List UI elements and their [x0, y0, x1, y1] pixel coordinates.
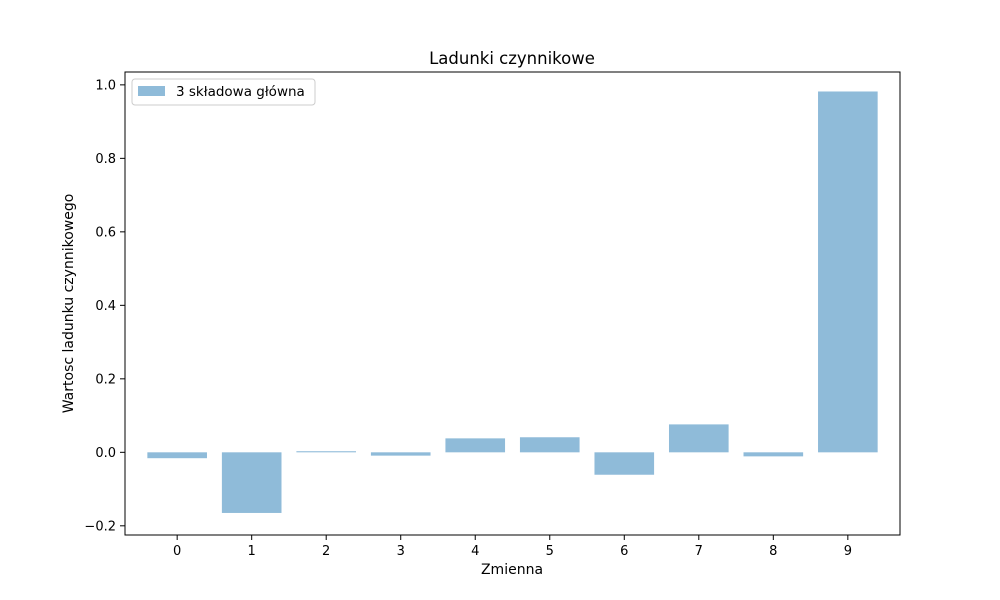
x-tick-label: 7 — [695, 544, 703, 559]
legend-box — [131, 78, 316, 106]
y-tick-label: 0.8 — [95, 152, 116, 167]
bar-4 — [445, 438, 506, 453]
y-tick-label: 0.2 — [95, 372, 116, 387]
legend-swatch — [138, 86, 165, 96]
x-tick-label: 0 — [173, 544, 181, 559]
y-tick-label: 0.6 — [95, 225, 116, 240]
bar-0 — [147, 452, 207, 459]
x-tick-label: 1 — [248, 544, 256, 559]
legend: 3 składowa główna — [131, 78, 316, 106]
bar-8 — [743, 452, 804, 457]
x-tick-label: 5 — [546, 544, 554, 559]
x-axis: 0 1 2 3 4 5 6 7 8 9 — [173, 535, 852, 559]
y-tick-label: 0.0 — [95, 446, 116, 461]
x-axis-label: Zmienna — [481, 562, 543, 578]
x-tick-label: 6 — [620, 544, 628, 559]
x-tick-label: 3 — [397, 544, 405, 559]
bar-3 — [370, 452, 431, 456]
x-tick-label: 4 — [471, 544, 479, 559]
legend-label: 3 składowa główna — [176, 84, 305, 100]
x-tick-label: 9 — [844, 544, 852, 559]
bars-group — [147, 91, 878, 513]
plot-frame — [124, 71, 901, 536]
chart-title: Ladunki czynnikowe — [429, 49, 595, 68]
bar-6 — [594, 452, 655, 475]
bar-2 — [296, 451, 357, 453]
y-tick-label: 0.4 — [95, 299, 116, 314]
x-tick-label: 8 — [769, 544, 777, 559]
bar-1 — [221, 452, 282, 513]
bar-9 — [818, 91, 878, 453]
y-axis-label: Wartosc ladunku czynnikowego — [61, 194, 77, 414]
y-tick-label: 1.0 — [95, 78, 116, 93]
bar-5 — [519, 437, 580, 453]
y-axis: −0.2 0.0 0.2 0.4 0.6 0.8 1.0 — [84, 78, 125, 534]
x-tick-label: 2 — [322, 544, 330, 559]
y-tick-label: −0.2 — [84, 519, 116, 534]
bar-7 — [668, 424, 729, 453]
